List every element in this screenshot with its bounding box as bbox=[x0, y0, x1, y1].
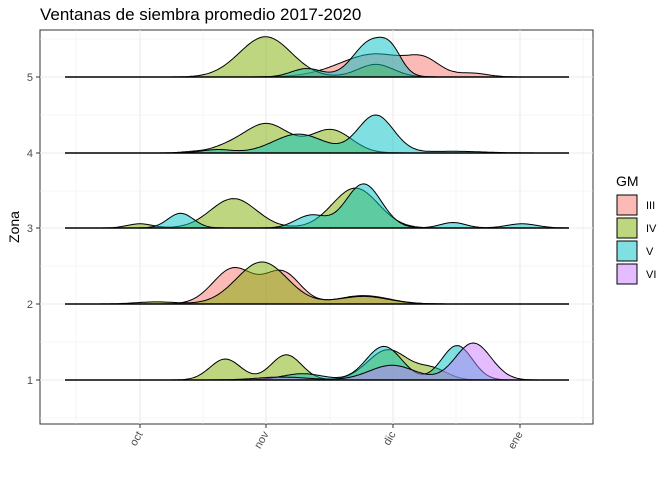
legend-swatch bbox=[616, 194, 638, 216]
ridge-zona-2 bbox=[65, 261, 569, 305]
legend-label: III bbox=[646, 200, 655, 212]
legend-label: IV bbox=[646, 223, 657, 235]
legend-item-iii: III bbox=[616, 194, 655, 216]
legend-label: VI bbox=[646, 269, 656, 281]
legend-swatch bbox=[616, 240, 638, 262]
y-axis-label: Zona bbox=[6, 211, 22, 243]
density-area-zona4-gm-v bbox=[65, 115, 569, 153]
legend-item-v: V bbox=[616, 240, 654, 262]
legend: GM III IV V VI bbox=[616, 173, 657, 285]
legend-item-vi: VI bbox=[616, 263, 656, 285]
y-tick-label: 5 bbox=[27, 72, 33, 84]
ridge-zona-1 bbox=[65, 342, 569, 381]
ridge-zona-4 bbox=[65, 114, 569, 154]
legend-swatch bbox=[616, 263, 638, 285]
legend-item-iv: IV bbox=[616, 217, 657, 239]
density-area-zona1-gm-vi bbox=[65, 343, 569, 380]
chart-title: Ventanas de siembra promedio 2017-2020 bbox=[40, 5, 361, 24]
y-axis: 1 2 3 4 5 Zona bbox=[6, 72, 33, 387]
x-tick-label: nov bbox=[252, 429, 272, 451]
legend-title: GM bbox=[616, 173, 639, 189]
legend-swatch bbox=[616, 217, 638, 239]
y-tick-label: 2 bbox=[27, 299, 33, 311]
ridge-zona-5 bbox=[65, 36, 569, 78]
y-tick-label: 3 bbox=[27, 223, 33, 235]
density-area-zona3-gm-v bbox=[65, 183, 569, 228]
x-tick-label: oct bbox=[128, 430, 146, 449]
legend-label: V bbox=[646, 246, 654, 258]
density-ridges bbox=[65, 36, 570, 381]
x-tick-label: dic bbox=[381, 429, 399, 448]
x-axis: oct nov dic ene bbox=[128, 429, 526, 451]
x-tick-label: ene bbox=[506, 430, 526, 452]
ridge-zona-3 bbox=[65, 183, 570, 229]
density-area-zona5-gm-iii bbox=[65, 53, 569, 77]
y-tick-label: 4 bbox=[27, 148, 33, 160]
y-tick-label: 1 bbox=[27, 375, 33, 387]
